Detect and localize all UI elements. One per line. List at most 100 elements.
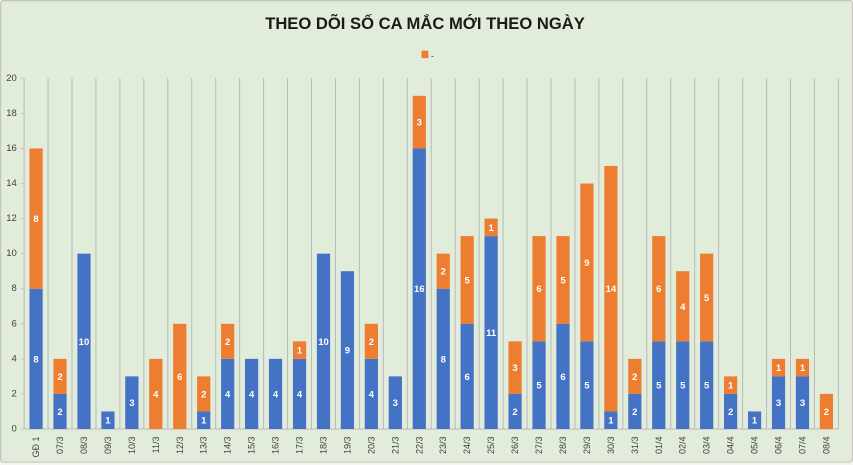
svg-text:4: 4 <box>12 353 17 364</box>
svg-text:5: 5 <box>584 381 590 392</box>
svg-text:1: 1 <box>728 381 734 392</box>
svg-text:03/4: 03/4 <box>702 437 712 455</box>
svg-text:5: 5 <box>680 381 686 392</box>
svg-text:4: 4 <box>297 389 303 400</box>
svg-text:22/3: 22/3 <box>414 437 424 455</box>
svg-text:14: 14 <box>606 284 617 295</box>
svg-text:2: 2 <box>201 389 206 400</box>
svg-text:01/4: 01/4 <box>654 437 664 455</box>
svg-text:02/4: 02/4 <box>678 437 688 455</box>
svg-text:3: 3 <box>776 398 781 409</box>
svg-text:1: 1 <box>488 223 494 234</box>
svg-text:05/4: 05/4 <box>750 437 760 455</box>
svg-text:21/3: 21/3 <box>390 437 400 455</box>
svg-text:3: 3 <box>512 363 517 374</box>
svg-text:6: 6 <box>656 284 661 295</box>
svg-text:5: 5 <box>560 275 566 286</box>
svg-text:1: 1 <box>297 346 303 357</box>
svg-text:12/3: 12/3 <box>175 437 185 455</box>
svg-text:4: 4 <box>680 302 686 313</box>
svg-text:2: 2 <box>824 407 829 418</box>
svg-text:19/3: 19/3 <box>342 437 352 455</box>
svg-text:2: 2 <box>57 407 62 418</box>
svg-text:9: 9 <box>345 346 350 357</box>
svg-text:27/3: 27/3 <box>534 437 544 455</box>
svg-text:4: 4 <box>369 389 375 400</box>
svg-text:07/3: 07/3 <box>55 437 65 455</box>
svg-text:14/3: 14/3 <box>223 437 233 455</box>
svg-text:THEO DÕI SỐ CA MẮC MỚI THEO NG: THEO DÕI SỐ CA MẮC MỚI THEO NGÀY <box>265 13 585 33</box>
svg-text:4: 4 <box>153 389 159 400</box>
svg-text:18/3: 18/3 <box>318 437 328 455</box>
svg-text:2: 2 <box>441 267 446 278</box>
svg-text:4: 4 <box>249 389 255 400</box>
svg-text:08/4: 08/4 <box>821 437 831 455</box>
svg-text:26/3: 26/3 <box>510 437 520 455</box>
svg-text:8: 8 <box>441 354 446 365</box>
svg-text:12: 12 <box>6 213 17 224</box>
svg-text:17/3: 17/3 <box>295 437 305 455</box>
svg-text:6: 6 <box>536 284 541 295</box>
svg-text:2: 2 <box>728 407 733 418</box>
svg-text:1: 1 <box>800 363 806 374</box>
svg-text:5: 5 <box>704 293 710 304</box>
svg-text:GĐ 1: GĐ 1 <box>31 437 41 458</box>
svg-text:24/3: 24/3 <box>462 437 472 455</box>
svg-text:20/3: 20/3 <box>366 437 376 455</box>
svg-text:16: 16 <box>6 143 17 154</box>
svg-text:2: 2 <box>12 388 17 399</box>
svg-text:10/3: 10/3 <box>127 437 137 455</box>
svg-text:28/3: 28/3 <box>558 437 568 455</box>
svg-text:8: 8 <box>33 354 38 365</box>
svg-text:08/3: 08/3 <box>79 437 89 455</box>
svg-text:5: 5 <box>536 381 542 392</box>
svg-text:8: 8 <box>12 283 17 294</box>
svg-text:1: 1 <box>201 416 207 427</box>
svg-text:8: 8 <box>33 214 38 225</box>
svg-text:31/3: 31/3 <box>630 437 640 455</box>
svg-text:6: 6 <box>560 372 565 383</box>
svg-text:07/4: 07/4 <box>797 437 807 455</box>
svg-text:-: - <box>431 51 434 61</box>
svg-text:2: 2 <box>512 407 517 418</box>
svg-text:16: 16 <box>414 284 425 295</box>
svg-text:3: 3 <box>393 398 398 409</box>
svg-text:3: 3 <box>800 398 805 409</box>
svg-text:1: 1 <box>776 363 782 374</box>
svg-text:18: 18 <box>6 108 17 119</box>
svg-text:06/4: 06/4 <box>774 437 784 455</box>
svg-text:10: 10 <box>318 337 329 348</box>
svg-text:04/4: 04/4 <box>726 437 736 455</box>
svg-text:2: 2 <box>632 372 637 383</box>
svg-text:2: 2 <box>57 372 62 383</box>
svg-text:10: 10 <box>79 337 90 348</box>
svg-text:5: 5 <box>465 275 471 286</box>
svg-text:11/3: 11/3 <box>151 437 161 454</box>
svg-text:4: 4 <box>225 389 231 400</box>
svg-text:15/3: 15/3 <box>247 437 257 455</box>
svg-text:20: 20 <box>6 73 17 84</box>
svg-text:1: 1 <box>608 416 614 427</box>
svg-text:2: 2 <box>632 407 637 418</box>
svg-text:6: 6 <box>177 372 182 383</box>
svg-text:30/3: 30/3 <box>606 437 616 455</box>
svg-text:11: 11 <box>486 328 497 339</box>
svg-text:13/3: 13/3 <box>199 437 209 455</box>
svg-text:5: 5 <box>656 381 662 392</box>
svg-text:14: 14 <box>6 178 17 189</box>
svg-text:5: 5 <box>704 381 710 392</box>
svg-text:1: 1 <box>105 416 111 427</box>
svg-text:09/3: 09/3 <box>103 437 113 455</box>
svg-text:2: 2 <box>369 337 374 348</box>
svg-text:16/3: 16/3 <box>271 437 281 455</box>
svg-text:3: 3 <box>417 118 422 129</box>
svg-text:0: 0 <box>12 424 17 435</box>
svg-text:6: 6 <box>465 372 470 383</box>
svg-text:3: 3 <box>129 398 134 409</box>
svg-text:6: 6 <box>12 318 17 329</box>
svg-text:2: 2 <box>225 337 230 348</box>
svg-text:1: 1 <box>752 416 758 427</box>
svg-text:25/3: 25/3 <box>486 437 496 455</box>
svg-text:23/3: 23/3 <box>438 437 448 455</box>
svg-text:9: 9 <box>584 258 589 269</box>
